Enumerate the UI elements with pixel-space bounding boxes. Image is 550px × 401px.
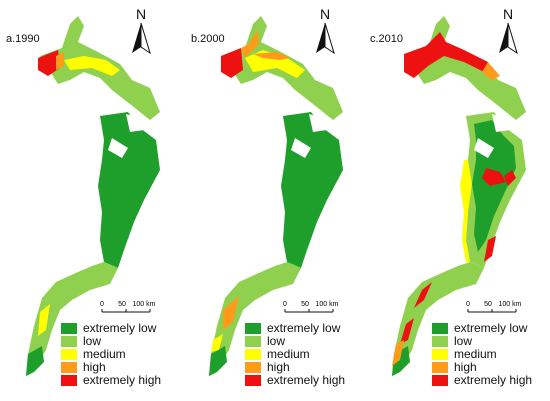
north-arrow-icon: N (132, 6, 151, 55)
legend-label: extremely high (83, 373, 162, 387)
legend-item-low: low (245, 335, 345, 348)
map-panel-2010: c.2010 N 0 50 100 km extremely low low m… (366, 0, 549, 401)
legend-swatch (245, 362, 261, 373)
legend-item-high: high (245, 361, 345, 374)
panel-title: a.1990 (6, 33, 40, 45)
legend: extremely low low medium high extremely … (432, 322, 532, 387)
scale-label-100: 100 km (316, 301, 339, 308)
legend-swatch (432, 375, 448, 386)
legend-swatch (432, 362, 448, 373)
panel-title: b.2000 (191, 33, 225, 45)
legend-swatch (61, 349, 77, 360)
legend-item-low: low (432, 335, 532, 348)
river-channel (209, 16, 343, 376)
legend: extremely low low medium high extremely … (245, 322, 345, 387)
legend-label: low (267, 334, 286, 348)
legend-label: high (267, 360, 290, 374)
scale-label-100: 100 km (499, 301, 522, 308)
legend-swatch (245, 375, 261, 386)
legend-swatch (61, 375, 77, 386)
legend-swatch (61, 323, 77, 334)
legend-label: extremely low (454, 321, 528, 335)
legend-label: medium (267, 347, 310, 361)
legend-item-extremely-high: extremely high (245, 374, 345, 387)
scale-bar: 0 50 100 km (466, 301, 522, 313)
legend-label: low (454, 334, 473, 348)
river-channel (392, 16, 526, 376)
legend-item-extremely-low: extremely low (432, 322, 532, 335)
legend-item-medium: medium (432, 348, 532, 361)
river-channel (26, 16, 160, 376)
legend-label: extremely high (454, 373, 533, 387)
map-panel-2000: b.2000 N 0 50 100 km extremely low low m… (183, 0, 366, 401)
north-label: N (320, 6, 330, 22)
legend-label: extremely high (267, 373, 346, 387)
map-2010 (392, 16, 526, 376)
map-2000 (209, 16, 343, 376)
legend-label: medium (83, 347, 126, 361)
legend-swatch (61, 362, 77, 373)
scale-label-50: 50 (118, 301, 126, 308)
north-arrow-icon: N (316, 6, 335, 55)
scale-label-0: 0 (466, 301, 470, 308)
north-label: N (503, 6, 513, 22)
legend-item-extremely-high: extremely high (61, 374, 161, 387)
map-1990 (26, 16, 160, 376)
north-label: N (136, 6, 146, 22)
legend-item-medium: medium (245, 348, 345, 361)
legend: extremely low low medium high extremely … (61, 322, 161, 387)
scale-label-50: 50 (484, 301, 492, 308)
scale-label-50: 50 (301, 301, 309, 308)
legend-swatch (245, 323, 261, 334)
legend-label: medium (454, 347, 497, 361)
legend-item-extremely-low: extremely low (245, 322, 345, 335)
legend-label: extremely low (267, 321, 341, 335)
legend-item-low: low (61, 335, 161, 348)
legend-swatch (432, 323, 448, 334)
legend-item-extremely-high: extremely high (432, 374, 532, 387)
legend-item-high: high (61, 361, 161, 374)
legend-swatch (432, 336, 448, 347)
legend-item-medium: medium (61, 348, 161, 361)
scale-label-0: 0 (100, 301, 104, 308)
panel-title: c.2010 (370, 33, 404, 45)
scale-label-100: 100 km (133, 301, 156, 308)
legend-label: extremely low (83, 321, 157, 335)
map-panel-1990: a.1990 N 0 50 100 km extremely low low m… (0, 0, 183, 401)
legend-swatch (61, 336, 77, 347)
legend-swatch (432, 349, 448, 360)
north-arrow-icon: N (499, 6, 518, 55)
legend-item-high: high (432, 361, 532, 374)
scale-bar: 0 50 100 km (100, 301, 156, 313)
legend-item-extremely-low: extremely low (61, 322, 161, 335)
scale-bar: 0 50 100 km (283, 301, 339, 313)
legend-swatch (245, 336, 261, 347)
scale-label-0: 0 (283, 301, 287, 308)
legend-swatch (245, 349, 261, 360)
legend-label: high (83, 360, 106, 374)
legend-label: high (454, 360, 477, 374)
legend-label: low (83, 334, 102, 348)
